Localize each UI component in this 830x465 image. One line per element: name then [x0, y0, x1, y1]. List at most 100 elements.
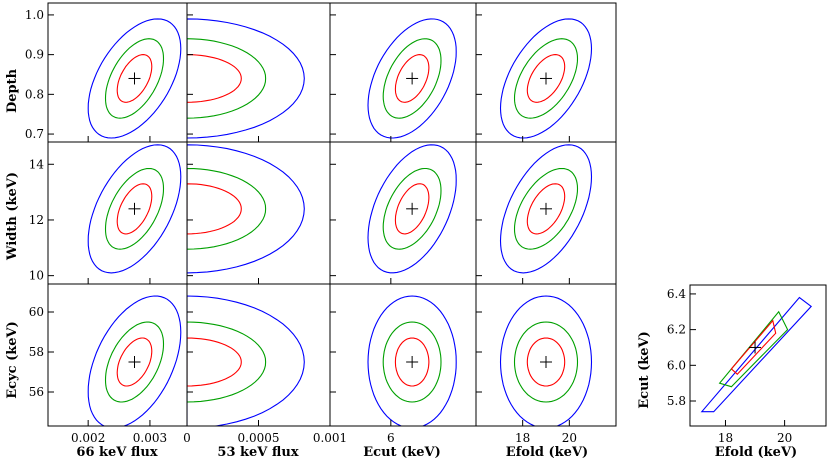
y-tick-label: 12 [29, 213, 44, 227]
x-tick-label: 0.003 [133, 431, 167, 445]
contour-level1 [526, 183, 566, 235]
panel-frame [329, 283, 477, 427]
xlabel-66kev-flux: 66 keV flux [76, 445, 157, 460]
inset-contour-level3 [700, 296, 813, 413]
contour-level1 [116, 337, 153, 387]
contour-level1 [526, 54, 566, 103]
inset-frame [689, 284, 827, 427]
inset-panel-efold-ecut: 18 20 5.8 6.0 6.2 6.4 [667, 284, 827, 445]
contour-level3 [87, 18, 182, 139]
contour-level3 [367, 18, 457, 139]
ylabel-width: Width (keV) [5, 172, 20, 261]
inset-xlabel-efold: Efold (keV) [715, 445, 797, 460]
panel-frame [47, 283, 188, 427]
contour-level3 [87, 144, 182, 274]
contour-level1 [116, 183, 153, 235]
panel-width-kev-vs-53-kev-flux [186, 141, 331, 285]
y-tick-label: 1.0 [25, 8, 44, 22]
inset-x-tick-label: 18 [718, 431, 733, 445]
panel-frame [329, 2, 477, 143]
inset-y-tick-label: 5.8 [667, 394, 686, 408]
contour-level3 [499, 18, 593, 139]
contour-level3 [499, 295, 593, 426]
contour-level1 [394, 337, 430, 387]
panel-frame [47, 141, 188, 285]
contour-level3 [187, 295, 305, 426]
y-tick-label: 0.9 [25, 48, 44, 62]
inset-x-tick-label: 20 [777, 431, 792, 445]
contour-group [367, 18, 457, 139]
y-tick-label: 10 [29, 269, 44, 283]
y-tick-label: 56 [29, 385, 44, 399]
contour-level2 [513, 38, 579, 119]
panel-frame [475, 283, 617, 427]
contour-group [499, 295, 593, 426]
panel-width-kev-vs-ecut-kev [329, 141, 477, 285]
panel-frame [186, 283, 331, 427]
contour-level2 [187, 321, 267, 403]
panel-grid: 0.7 0.8 0.9 1.0 10 12 14 0.002 0.003 56 58 60 0 0.000… [25, 2, 617, 445]
panel-frame [47, 2, 188, 143]
x-tick-label: 6 [387, 431, 395, 445]
contour-group [87, 295, 182, 426]
panel-width-kev-vs-efold-kev [475, 141, 617, 285]
inset-y-tick-label: 6.0 [667, 358, 686, 372]
contour-level2 [513, 167, 579, 250]
ylabel-depth: Depth [5, 68, 20, 113]
xlabel-ecut: Ecut (keV) [363, 445, 440, 460]
contour-level2 [104, 38, 165, 119]
axis-titles: Depth Width (keV) Ecyc (keV) 66 keV flux… [5, 68, 797, 460]
x-tick-label: 20 [562, 431, 577, 445]
contour-level3 [187, 144, 305, 274]
contour-group [187, 295, 305, 426]
contour-level2 [104, 321, 165, 403]
panel-depth-vs-66-kev-flux: 0.7 0.8 0.9 1.0 [25, 2, 188, 143]
panel-ecyc-kev-vs-53-kev-flux: 0 0.0005 0.001 [183, 283, 347, 445]
panel-ecyc-kev-vs-66-kev-flux: 0.002 0.003 56 58 60 [29, 283, 188, 445]
contour-level1 [394, 54, 430, 103]
contour-level2 [382, 167, 442, 250]
contour-level1 [394, 183, 430, 235]
contour-level2 [382, 38, 442, 119]
y-tick-label: 60 [29, 305, 44, 319]
x-tick-label: 0.001 [313, 431, 347, 445]
panel-depth-vs-ecut-kev [329, 2, 477, 143]
contour-group [367, 295, 457, 426]
contour-level1 [116, 54, 153, 103]
panel-depth-vs-efold-kev [475, 2, 617, 143]
contour-level2 [513, 321, 579, 403]
x-tick-label: 0.0005 [238, 431, 280, 445]
y-tick-label: 0.8 [25, 87, 44, 101]
x-tick-label: 18 [515, 431, 530, 445]
xlabel-53kev-flux: 53 keV flux [217, 445, 298, 460]
contour-group [87, 18, 182, 139]
panel-ecyc-kev-vs-ecut-kev: 6 [329, 283, 477, 445]
contour-group [187, 18, 305, 139]
contour-group [87, 144, 182, 274]
contour-level3 [187, 18, 305, 139]
inset-y-tick-label: 6.4 [667, 287, 686, 301]
contour-level3 [499, 144, 593, 274]
panel-frame [186, 141, 331, 285]
x-tick-label: 0.002 [71, 431, 105, 445]
ylabel-ecyc: Ecyc (keV) [5, 321, 20, 399]
contour-level2 [104, 167, 165, 250]
inset-contour-level2 [718, 310, 789, 388]
inset-contour-level1 [730, 319, 777, 375]
contour-level3 [87, 295, 182, 426]
contour-group [367, 144, 457, 274]
contour-level1 [187, 183, 242, 235]
contour-group [499, 144, 593, 274]
contour-group [187, 144, 305, 274]
xlabel-efold: Efold (keV) [506, 445, 588, 460]
contour-level1 [187, 337, 242, 387]
y-tick-label: 0.7 [25, 127, 44, 141]
contour-level2 [187, 167, 267, 250]
inset-ylabel-ecut: Ecut (keV) [637, 331, 652, 408]
x-tick-label: 0 [183, 431, 191, 445]
contour-level3 [367, 295, 457, 426]
panel-depth-vs-53-kev-flux [186, 2, 331, 143]
contour-group [499, 18, 593, 139]
contour-level1 [187, 54, 242, 103]
